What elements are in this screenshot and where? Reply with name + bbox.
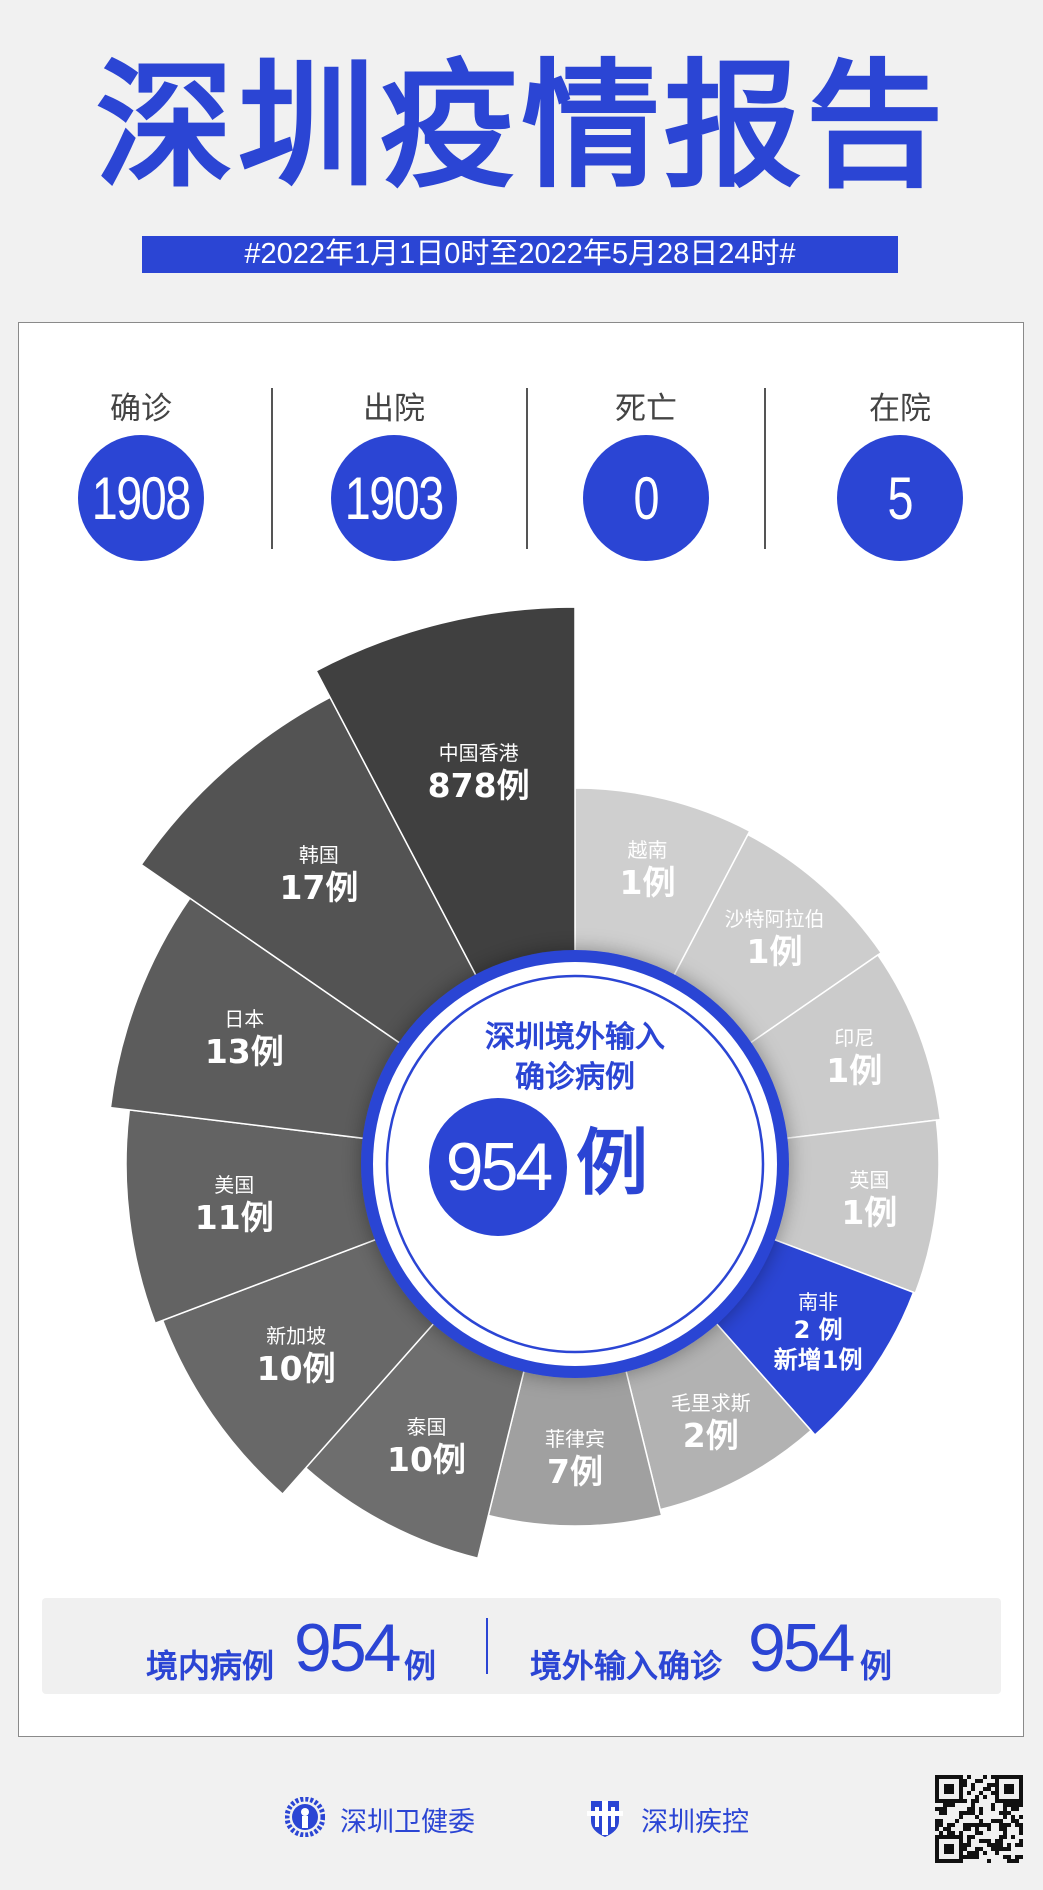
sector-label: 毛里求斯 2例 — [671, 1390, 751, 1456]
sector-name: 韩国 — [298, 842, 339, 867]
sector-name: 毛里求斯 — [670, 1390, 751, 1415]
domestic-value: 954 — [294, 1610, 401, 1686]
sector-label: 韩国 17例 — [279, 842, 358, 908]
sector-value: 2例 — [682, 1415, 739, 1455]
sector-value: 11例 — [194, 1198, 274, 1238]
sector-name: 美国 — [214, 1173, 255, 1198]
sector-label: 越南 1例 — [620, 837, 676, 903]
sector-value: 878例 — [427, 766, 530, 806]
sector-label: 沙特阿拉伯 1例 — [725, 906, 825, 972]
sector-label: 南非 2 例新增1例 — [774, 1289, 863, 1375]
sector-note: 新增1例 — [773, 1345, 863, 1374]
imported-value: 954 — [748, 1610, 855, 1686]
summary-divider — [486, 1618, 488, 1674]
cdc-logo-icon — [587, 1801, 623, 1837]
sector-label: 新加坡 10例 — [257, 1323, 336, 1389]
sector-name: 南非 — [798, 1289, 839, 1314]
sector-name: 泰国 — [406, 1414, 447, 1439]
stat-value-confirmed: 1908 — [78, 435, 204, 561]
sector-value: 10例 — [256, 1349, 336, 1389]
sector-value: 7例 — [547, 1452, 603, 1492]
sector-label: 印尼 1例 — [826, 1025, 882, 1091]
sector-name: 印尼 — [834, 1026, 875, 1051]
stat-label-discharged: 出院 — [363, 391, 425, 427]
org1-name: 深圳卫健委 — [340, 1807, 475, 1838]
summary-panel — [42, 1598, 1001, 1694]
stat-number: 0 — [633, 464, 660, 532]
sector-name: 日本 — [224, 1006, 265, 1031]
imported-label: 境外输入确诊 — [530, 1647, 723, 1685]
stat-number: 5 — [887, 464, 914, 532]
date-range-banner: #2022年1月1日0时至2022年5月28日24时# — [142, 236, 898, 273]
sector-label: 中国香港 878例 — [428, 740, 530, 806]
sector-label: 泰国 10例 — [387, 1414, 466, 1480]
sector-name: 英国 — [849, 1167, 890, 1192]
sector-name: 沙特阿拉伯 — [724, 906, 825, 931]
stat-number: 1908 — [92, 464, 191, 532]
stat-label-confirmed: 确诊 — [110, 391, 172, 427]
center-total: 954 — [445, 1129, 553, 1205]
qr-code-icon[interactable] — [935, 1775, 1023, 1863]
page-title: 深圳疫情报告 — [95, 46, 948, 207]
domestic-label: 境内病例 — [146, 1647, 275, 1685]
imported-unit: 例 — [860, 1647, 893, 1685]
stat-label-hospitalized: 在院 — [869, 391, 931, 427]
sector-label: 英国 1例 — [841, 1167, 897, 1233]
center-unit: 例 — [576, 1121, 649, 1205]
stat-label-deaths: 死亡 — [615, 391, 677, 427]
sector-value: 13例 — [204, 1031, 284, 1071]
sector-name: 中国香港 — [438, 741, 519, 766]
center-total-circle: 954 — [429, 1098, 567, 1236]
sector-value: 1例 — [826, 1051, 883, 1091]
sector-name: 越南 — [627, 837, 668, 862]
stat-number: 1903 — [345, 464, 444, 532]
sector-value: 10例 — [387, 1439, 466, 1479]
sector-label: 美国 11例 — [195, 1172, 274, 1238]
center-disc — [373, 962, 777, 1366]
center-inner-ring — [385, 974, 765, 1354]
org2-name: 深圳疾控 — [641, 1807, 749, 1838]
divider — [271, 388, 273, 549]
sector-value: 1例 — [619, 862, 676, 902]
center-title-line1: 深圳境外输入 — [485, 1020, 665, 1055]
sector-name: 菲律宾 — [545, 1427, 605, 1452]
sector-name: 新加坡 — [266, 1324, 327, 1349]
sector-value: 2 例 — [793, 1315, 843, 1344]
center-title-line2: 确诊病例 — [515, 1060, 635, 1095]
sector-label: 菲律宾 7例 — [545, 1426, 605, 1492]
divider — [526, 388, 528, 549]
sector-value: 17例 — [279, 867, 359, 907]
domestic-unit: 例 — [404, 1647, 437, 1685]
divider — [764, 388, 766, 549]
health-commission-logo-icon — [285, 1797, 325, 1837]
stat-value-deaths: 0 — [583, 435, 709, 561]
sector-value: 1例 — [841, 1192, 898, 1232]
sector-label: 日本 13例 — [205, 1006, 284, 1072]
stat-value-discharged: 1903 — [331, 435, 457, 561]
stat-value-hospitalized: 5 — [837, 435, 963, 561]
sector-value: 1例 — [746, 931, 803, 971]
